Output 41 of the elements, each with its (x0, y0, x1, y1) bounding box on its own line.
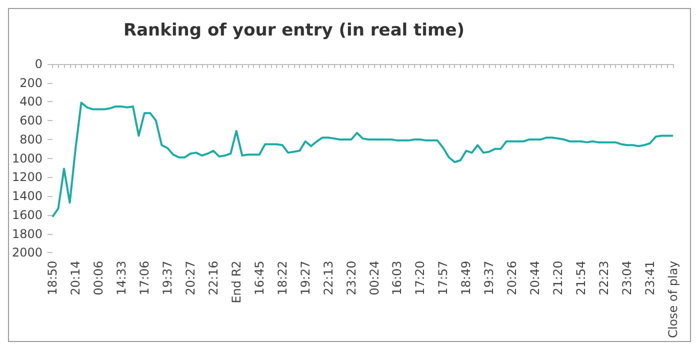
x-tick-label: 21:20 (551, 260, 566, 296)
x-tick-label: 22:13 (321, 260, 336, 296)
y-tick-label: 1600 (12, 208, 43, 222)
x-tick-label: End R2 (229, 260, 244, 304)
y-tick-label: 600 (20, 114, 43, 128)
x-tick-label: 23:20 (344, 260, 358, 296)
x-tick-label: 18:50 (46, 260, 60, 296)
x-tick-label: 20:14 (68, 260, 83, 296)
x-tick-label: 20:44 (528, 260, 542, 296)
line-series (52, 102, 674, 218)
x-tick-label: 19:37 (482, 260, 496, 296)
y-tick-label: 0 (34, 57, 43, 71)
x-tick-label: 17:57 (436, 260, 450, 296)
x-tick-label: Close of play (666, 260, 680, 338)
x-tick-label: 19:37 (160, 260, 174, 296)
y-tick-label: 1400 (12, 189, 43, 204)
x-tick-label: 17:06 (137, 260, 152, 296)
chart-title: Ranking of your entry (in real time) (123, 20, 465, 40)
x-tick-label: 20:27 (183, 260, 198, 296)
x-tick-label: 00:06 (92, 260, 106, 296)
y-tick-label: 200 (20, 76, 43, 90)
x-tick-label: 22:23 (597, 260, 612, 296)
x-tick-label: 18:22 (275, 260, 290, 296)
x-tick-label: 23:41 (643, 260, 658, 296)
y-tick-label: 1200 (12, 170, 43, 184)
x-tick-label: 17:20 (413, 260, 428, 296)
x-tick-label: 23:04 (620, 260, 634, 296)
x-tick-label: 14:33 (114, 260, 128, 296)
x-tick-label: 16:03 (390, 260, 404, 296)
y-tick-label: 800 (20, 132, 43, 146)
x-tick-label: 19:27 (298, 260, 312, 296)
x-tick-label: 22:16 (206, 260, 220, 296)
y-tick-label: 1800 (12, 226, 43, 241)
x-tick-label: 20:26 (505, 260, 520, 296)
y-tick-label: 1000 (12, 151, 43, 166)
x-tick-label: 18:49 (459, 260, 474, 296)
x-tick-label: 21:54 (574, 260, 588, 296)
x-tick-label: 00:24 (367, 260, 382, 296)
y-tick-label: 400 (20, 94, 43, 109)
x-tick-label: 16:45 (252, 260, 266, 296)
y-tick-label: 2000 (12, 246, 43, 260)
